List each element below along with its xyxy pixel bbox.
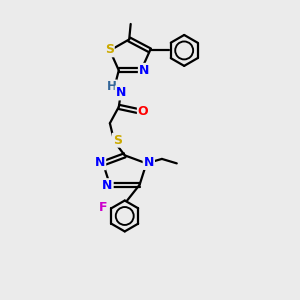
Text: S: S	[105, 43, 114, 56]
Text: N: N	[116, 86, 126, 99]
Text: N: N	[144, 156, 154, 169]
Text: F: F	[99, 201, 107, 214]
Text: N: N	[95, 156, 105, 169]
Text: N: N	[102, 179, 113, 192]
Text: S: S	[113, 134, 122, 147]
Text: N: N	[139, 64, 149, 77]
Text: H: H	[107, 80, 117, 94]
Text: O: O	[138, 106, 148, 118]
